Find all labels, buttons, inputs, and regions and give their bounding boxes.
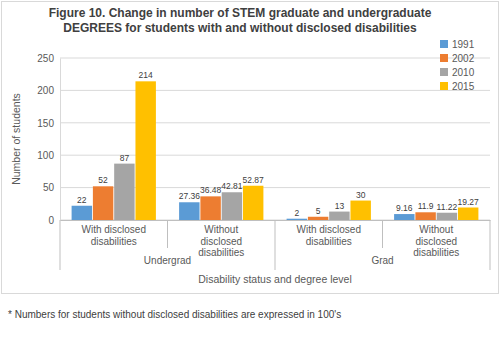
bar (350, 201, 370, 220)
grid-line (60, 122, 490, 123)
y-tick: 250 (37, 53, 60, 64)
bar (308, 217, 328, 220)
data-label: 19.27 (458, 197, 480, 207)
x-tick-label-line: Without (419, 224, 453, 235)
separator (60, 220, 61, 270)
y-tick: 100 (37, 150, 60, 161)
data-label: 87 (120, 153, 130, 163)
x-tick: With discloseddisabilities (82, 220, 146, 247)
data-label: 5 (316, 206, 321, 216)
x-tick-label: With discloseddisabilities (82, 224, 146, 247)
separator (275, 220, 276, 270)
y-tick: 200 (37, 85, 60, 96)
x-tick: Withoutdiscloseddisabilities (198, 220, 244, 258)
y-tick-label: 200 (37, 85, 54, 96)
group-label: Grad (371, 255, 393, 266)
data-label: 30 (356, 190, 366, 200)
y-axis-title: Number of students (10, 93, 22, 185)
y-axis-line (60, 59, 61, 221)
bar (135, 81, 155, 220)
y-tick: 150 (37, 118, 60, 129)
y-tick: 0 (48, 215, 60, 226)
y-axis: 0 50 100 150 200 250 (37, 53, 60, 226)
bar (437, 213, 457, 220)
bar (114, 164, 134, 220)
x-tick-label: Withoutdiscloseddisabilities (413, 224, 459, 258)
legend-swatch (440, 54, 448, 62)
separator (167, 220, 168, 248)
x-tick-label: Withoutdiscloseddisabilities (198, 224, 244, 258)
data-labels: 22 27.36 2 9.16 52 36.48 5 11.9 87 42.81 13 11.22 21… (77, 70, 479, 217)
x-axis-title: Disability status and degree level (198, 273, 352, 285)
x-tick-label-line: disabilities (91, 236, 137, 247)
y-tick-label: 250 (37, 53, 54, 64)
data-label: 36.48 (200, 185, 222, 195)
x-tick-label-line: disclosed (200, 236, 242, 247)
legend-swatch (440, 40, 448, 48)
x-tick-label-line: disabilities (413, 247, 459, 258)
data-label: 11.22 (437, 202, 458, 212)
bar (458, 208, 478, 220)
data-label: 11.9 (418, 201, 434, 211)
legend: 1991 2002 2010 2015 (440, 39, 475, 92)
data-label: 2 (294, 208, 299, 218)
legend-swatch (440, 82, 448, 90)
separator (382, 220, 383, 248)
y-tick: 50 (43, 182, 60, 193)
footnote: * Numbers for students without disclosed… (8, 309, 341, 320)
chart-svg: 0 50 100 150 200 250 22 27.36 2 9.16 52 36.48 5 11.9 8… (0, 0, 500, 339)
legend-label: 2010 (452, 67, 475, 78)
data-label: 42.81 (221, 181, 243, 191)
data-label: 9.16 (396, 203, 413, 213)
bar (222, 192, 242, 220)
chart-frame (2, 2, 499, 294)
legend-label: 2015 (452, 81, 475, 92)
grid-line (60, 58, 490, 59)
legend-label: 2002 (452, 53, 475, 64)
category-separators (60, 220, 490, 270)
bar (415, 212, 435, 220)
group-label: Undergrad (144, 255, 191, 266)
separator (490, 220, 491, 270)
bar (179, 202, 199, 220)
bar (243, 186, 263, 220)
x-tick-label-line: With disclosed (297, 224, 361, 235)
bar (72, 206, 92, 220)
x-tick-label-line: disabilities (198, 247, 244, 258)
bar (287, 219, 307, 220)
x-tick: With discloseddisabilities (297, 220, 361, 247)
grid-line (60, 90, 490, 91)
x-tick-label-line: With disclosed (82, 224, 146, 235)
data-label: 27.36 (179, 191, 201, 201)
y-tick-label: 100 (37, 150, 54, 161)
y-tick-label: 150 (37, 118, 54, 129)
data-label: 13 (335, 201, 345, 211)
legend-label: 1991 (452, 39, 475, 50)
data-label: 52.87 (243, 175, 265, 185)
y-tick-label: 0 (48, 215, 54, 226)
data-label: 22 (77, 195, 87, 205)
chart-title: Figure 10. Change in number of STEM grad… (40, 6, 440, 36)
x-tick-label-line: disabilities (306, 236, 352, 247)
y-tick-label: 50 (43, 182, 55, 193)
x-tick-label-line: Without (204, 224, 238, 235)
data-label: 52 (98, 175, 108, 185)
bars (72, 81, 479, 220)
legend-swatch (440, 68, 448, 76)
bar (329, 212, 349, 220)
x-tick-label-line: disclosed (415, 236, 457, 247)
bar (394, 214, 414, 220)
grid (60, 58, 490, 220)
data-label: 214 (139, 70, 153, 80)
x-tick-label: With discloseddisabilities (297, 224, 361, 247)
x-tick: Withoutdiscloseddisabilities (413, 220, 459, 258)
bar (93, 186, 113, 220)
bar (200, 196, 220, 220)
